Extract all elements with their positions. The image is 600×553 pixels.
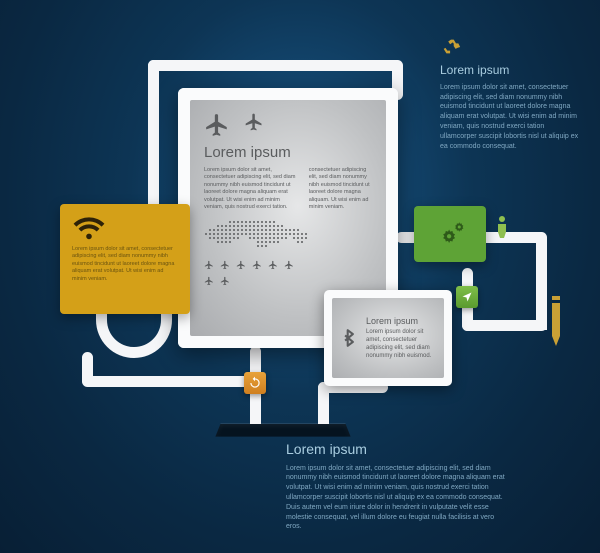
top-blurb-title: Lorem ipsum [440,62,580,79]
mini-plane-row [204,260,304,286]
bottom-blurb: Lorem ipsum Lorem ipsum dolor sit amet, … [286,440,506,532]
pipe [148,60,402,71]
location-chip [456,286,478,308]
wifi-icon [72,214,178,242]
tablet-col1: Lorem ipsum dolor sit amet, consectetuer… [204,167,299,212]
bottom-blurb-body: Lorem ipsum dolor sit amet, consectetuer… [286,464,506,533]
pipe [82,376,260,387]
infographic-stage: Lorem ipsum Lorem ipsum dolor sit amet, … [0,0,600,553]
wifi-card: Lorem ipsum dolor sit amet, consectetuer… [60,204,190,314]
refresh-chip [244,372,266,394]
tablet-col2: consectetuer adipiscing elit, sed diam n… [309,167,372,212]
mini-title: Lorem ipsum [366,316,436,328]
bottom-blurb-title: Lorem ipsum [286,440,506,460]
tablet-mini-screen: Lorem ipsum Lorem ipsum dolor sit amet, … [332,298,444,378]
refresh-icon [248,376,262,390]
wifi-card-body: Lorem ipsum dolor sit amet, consectetuer… [72,246,178,283]
mini-body: Lorem ipsum dolor sit amet, consectetuer… [366,329,436,360]
top-blurb-body: Lorem ipsum dolor sit amet, consectetuer… [440,83,580,152]
pencil-icon [550,296,562,348]
gear-card [414,206,486,262]
pipe [148,60,159,220]
pipe [462,320,547,331]
person-icon [496,216,508,238]
pipe [536,232,547,330]
dotted-map [204,220,324,254]
airplane-icon [244,112,264,138]
airplane-icon [204,112,230,138]
recycle-icon [440,36,462,58]
bluetooth-icon [340,325,358,351]
tablet-mini: Lorem ipsum Lorem ipsum dolor sit amet, … [324,290,452,386]
location-arrow-icon [461,291,473,303]
top-blurb: Lorem ipsum Lorem ipsum dolor sit amet, … [440,62,580,151]
gear-icon [432,219,468,249]
tablet-title: Lorem ipsum [204,144,372,161]
floor-slot [215,424,350,437]
